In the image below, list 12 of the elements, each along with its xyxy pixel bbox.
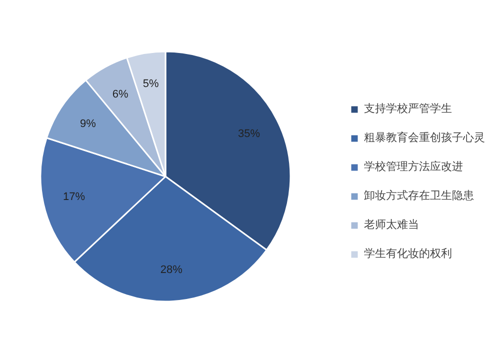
data-label: 17% [63,190,86,203]
legend-label: 粗暴教育会重创孩子心灵 [364,130,485,145]
data-label: 5% [142,78,160,90]
data-label: 9% [80,118,96,130]
legend-label: 学生有化妆的权利 [364,246,452,261]
legend-label: 卸妆方式存在卫生隐患 [364,188,474,203]
data-label: 6% [112,88,129,100]
legend-label: 老师太难当 [364,217,419,232]
legend-label: 学校管理方法应改进 [364,159,463,174]
legend-label: 支持学校严管学生 [364,101,452,116]
data-label: 35% [238,128,260,140]
data-label: 28% [160,264,183,276]
